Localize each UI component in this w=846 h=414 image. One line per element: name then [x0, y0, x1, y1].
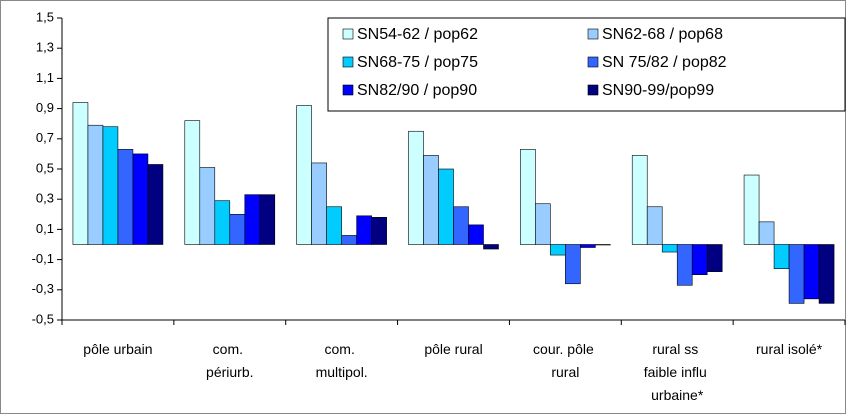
bar	[631, 155, 648, 245]
bar	[326, 206, 342, 245]
bar	[184, 120, 201, 245]
bar	[438, 168, 454, 245]
legend-swatch	[342, 56, 354, 68]
bar	[550, 244, 566, 256]
y-tick-label: 1,5	[36, 9, 54, 24]
bar	[244, 194, 261, 245]
bar	[147, 164, 164, 245]
bar	[117, 149, 134, 245]
bar	[788, 244, 805, 304]
x-tick-label: rural ss faible influ urbaine*	[644, 341, 711, 403]
bar	[773, 244, 790, 269]
bar	[661, 244, 678, 253]
y-tick-label: 0,1	[36, 221, 54, 236]
legend-label: SN68-75 / pop75	[357, 54, 478, 71]
bar	[214, 200, 231, 245]
y-tick-label: 1,3	[36, 40, 54, 55]
x-tick-label: pôle urbain	[83, 341, 152, 357]
legend-label: SN54-62 / pop62	[357, 26, 478, 43]
y-tick-label: -0,3	[32, 281, 54, 296]
bar	[758, 221, 775, 245]
x-tick-label: cour. pôle rural	[533, 341, 598, 380]
bar	[483, 244, 499, 250]
bar	[803, 244, 820, 300]
bar	[743, 174, 760, 245]
legend-swatch	[342, 84, 354, 96]
y-tick-label: 0,3	[36, 191, 54, 206]
x-tick-label: rural isolé*	[756, 341, 823, 357]
legend-label: SN82/90 / pop90	[357, 82, 477, 99]
y-tick-label: -0,1	[32, 251, 54, 266]
legend-label: SN62-68 / pop68	[602, 26, 723, 43]
bar	[371, 217, 387, 245]
legend-swatch	[587, 56, 599, 68]
bar	[535, 203, 551, 245]
bar	[311, 162, 327, 245]
y-tick-label: 1,1	[36, 70, 54, 85]
bar	[87, 124, 104, 245]
y-tick-label: 0,9	[36, 100, 54, 115]
x-tick-label: pôle rural	[424, 341, 482, 357]
x-tick-label: com. périurb.	[206, 341, 253, 380]
bar	[580, 244, 596, 248]
bar	[565, 244, 581, 285]
bar	[818, 244, 835, 304]
legend-box	[327, 17, 846, 112]
bar	[706, 244, 723, 272]
bar	[229, 214, 246, 245]
y-tick-label: 0,5	[36, 160, 54, 175]
legend-label: SN90-99/pop99	[602, 82, 714, 99]
bar	[691, 244, 708, 276]
bar	[296, 105, 312, 245]
bar	[408, 130, 424, 245]
bar	[676, 244, 693, 286]
bar	[341, 235, 357, 245]
bar	[595, 244, 611, 246]
legend-swatch	[587, 28, 599, 40]
y-tick-label: 0,7	[36, 130, 54, 145]
bar	[199, 167, 216, 245]
bar	[72, 102, 89, 245]
y-tick-label: -0,5	[32, 311, 54, 326]
legend-label: SN 75/82 / pop82	[602, 54, 727, 71]
x-tick-label: com. multipol.	[316, 341, 368, 380]
bar	[453, 206, 469, 245]
bar	[423, 155, 439, 245]
legend-swatch	[342, 28, 354, 40]
bar	[468, 224, 484, 245]
bar	[646, 206, 663, 245]
bar	[520, 149, 536, 245]
legend-swatch	[587, 84, 599, 96]
bar	[356, 215, 372, 245]
bar	[132, 153, 149, 245]
bar	[259, 194, 276, 245]
bar	[102, 126, 119, 245]
